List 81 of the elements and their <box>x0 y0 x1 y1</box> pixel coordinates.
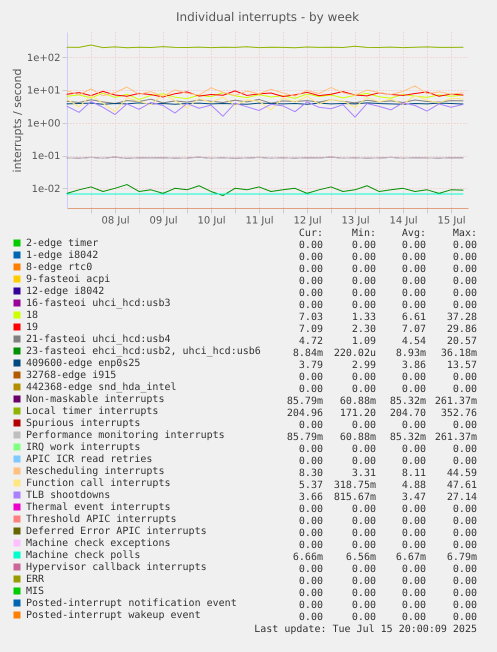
legend-label: ERR <box>26 574 46 585</box>
text: 0.00 0.00 0.00 0.00 <box>298 384 477 395</box>
text: 3.66 815.67m 3.47 27.14 <box>298 492 477 503</box>
text: 7.09 2.30 7.07 29.86 <box>298 324 477 335</box>
x-tick-label: 10 Jul <box>198 216 226 226</box>
legend-label: 23-fasteoi ehci_hcd:usb2, uhci_hcd:usb6 <box>26 346 261 357</box>
legend-label: 8-edge rtc0 <box>26 262 92 273</box>
x-tick-label: 15 Jul <box>438 216 466 226</box>
text: 0.00 0.00 0.00 0.00 <box>298 528 477 539</box>
text: 0.00 0.00 0.00 0.00 <box>298 252 477 263</box>
legend-label: 12-edge i8042 <box>26 286 104 297</box>
text: 85.79m 60.88m 85.32m 261.37m <box>286 396 477 407</box>
chart-title: Individual interrupts - by week <box>176 10 360 24</box>
legend-label: Machine check polls <box>26 550 140 561</box>
text: 4.72 1.09 4.54 20.57 <box>298 336 477 347</box>
y-tick-label: 1e-02 <box>32 184 60 195</box>
text: Last update: Tue Jul 15 20:00:09 2025 <box>254 624 477 635</box>
x-tick-label: 09 Jul <box>150 216 178 226</box>
x-tick-label: 14 Jul <box>390 216 418 226</box>
text: 0.00 0.00 0.00 0.00 <box>298 564 477 575</box>
legend-label: 2-edge timer <box>26 238 98 249</box>
text: Cur: Min: Avg: Max: <box>298 228 477 239</box>
text: 0.00 0.00 0.00 0.00 <box>298 540 477 551</box>
legend-label: MIS <box>26 586 44 597</box>
text: 0.00 0.00 0.00 0.00 <box>298 516 477 527</box>
y-tick-label: 1e+01 <box>26 86 60 97</box>
text: 0.00 0.00 0.00 0.00 <box>298 504 477 515</box>
text: 0.00 0.00 0.00 0.00 <box>298 612 477 623</box>
text: 0.00 0.00 0.00 0.00 <box>298 372 477 383</box>
legend-label: Non-maskable interrupts <box>26 394 164 405</box>
legend-label: Posted-interrupt notification event <box>26 598 237 609</box>
x-tick-label: 13 Jul <box>342 216 370 226</box>
legend-label: 21-fasteoi uhci_hcd:usb4 <box>26 334 170 345</box>
text: 0.00 0.00 0.00 0.00 <box>298 276 477 287</box>
legend-label: Rescheduling interrupts <box>26 466 164 477</box>
legend-label: Hypervisor callback interrupts <box>26 562 207 573</box>
legend-label: Local timer interrupts <box>26 406 158 417</box>
text: 0.00 0.00 0.00 0.00 <box>298 456 477 467</box>
text: 6.66m 6.56m 6.67m 6.79m <box>292 552 477 563</box>
text: 7.03 1.33 6.61 37.28 <box>298 312 477 323</box>
text: 5.37 318.75m 4.88 47.61 <box>298 480 477 491</box>
y-tick-label: 1e-01 <box>32 151 60 162</box>
text: 204.96 171.20 204.70 352.76 <box>286 408 477 419</box>
text: 0.00 0.00 0.00 0.00 <box>298 264 477 275</box>
text: 8.84m 220.02u 8.93m 36.18m <box>292 348 477 359</box>
text: 0.00 0.00 0.00 0.00 <box>298 588 477 599</box>
legend-label: Posted-interrupt wakeup event <box>26 610 201 621</box>
text: 0.00 0.00 0.00 0.00 <box>298 240 477 251</box>
y-tick-label: 1e+00 <box>26 118 60 130</box>
y-tick-label: 1e+02 <box>26 52 60 64</box>
x-tick-label: 12 Jul <box>294 216 322 226</box>
legend-label: Machine check exceptions <box>26 538 170 549</box>
legend-label: TLB shootdowns <box>26 490 110 501</box>
text: 85.79m 60.88m 85.32m 261.37m <box>286 432 477 443</box>
legend-label: Function call interrupts <box>26 478 170 489</box>
text: 0.00 0.00 0.00 0.00 <box>298 444 477 455</box>
legend-label: Spurious interrupts <box>26 418 140 429</box>
legend-label: 32768-edge i915 <box>26 370 116 381</box>
text: 0.00 0.00 0.00 0.00 <box>298 300 477 311</box>
legend-label: APIC ICR read retries <box>26 454 152 465</box>
legend-label: 409600-edge enp0s25 <box>26 358 140 369</box>
legend-label: 19 <box>26 322 38 333</box>
legend-label: Thermal event interrupts <box>26 502 170 513</box>
legend-label: 442368-edge snd_hda_intel <box>26 382 177 393</box>
text: 3.79 2.99 3.86 13.57 <box>298 360 477 371</box>
legend-label: 1-edge i8042 <box>26 250 98 261</box>
y-axis-title: interrupts / second <box>10 68 24 172</box>
legend-label: 18 <box>26 310 38 321</box>
legend-label: 9-fasteoi acpi <box>26 274 110 285</box>
legend-label: Performance monitoring interrupts <box>26 430 225 441</box>
x-tick-label: 08 Jul <box>102 216 130 226</box>
x-tick-label: 11 Jul <box>246 216 274 226</box>
legend-label: IRQ work interrupts <box>26 442 140 453</box>
text: 0.00 0.00 0.00 0.00 <box>298 420 477 431</box>
text: 0.00 0.00 0.00 0.00 <box>298 576 477 587</box>
legend-label: Threshold APIC interrupts <box>26 514 177 525</box>
legend-label: 16-fasteoi uhci_hcd:usb3 <box>26 298 170 309</box>
text: 0.00 0.00 0.00 0.00 <box>298 288 477 299</box>
text: 0.00 0.00 0.00 0.00 <box>298 600 477 611</box>
text: 8.30 3.31 8.11 44.59 <box>298 468 477 479</box>
legend-label: Deferred Error APIC interrupts <box>26 526 207 537</box>
